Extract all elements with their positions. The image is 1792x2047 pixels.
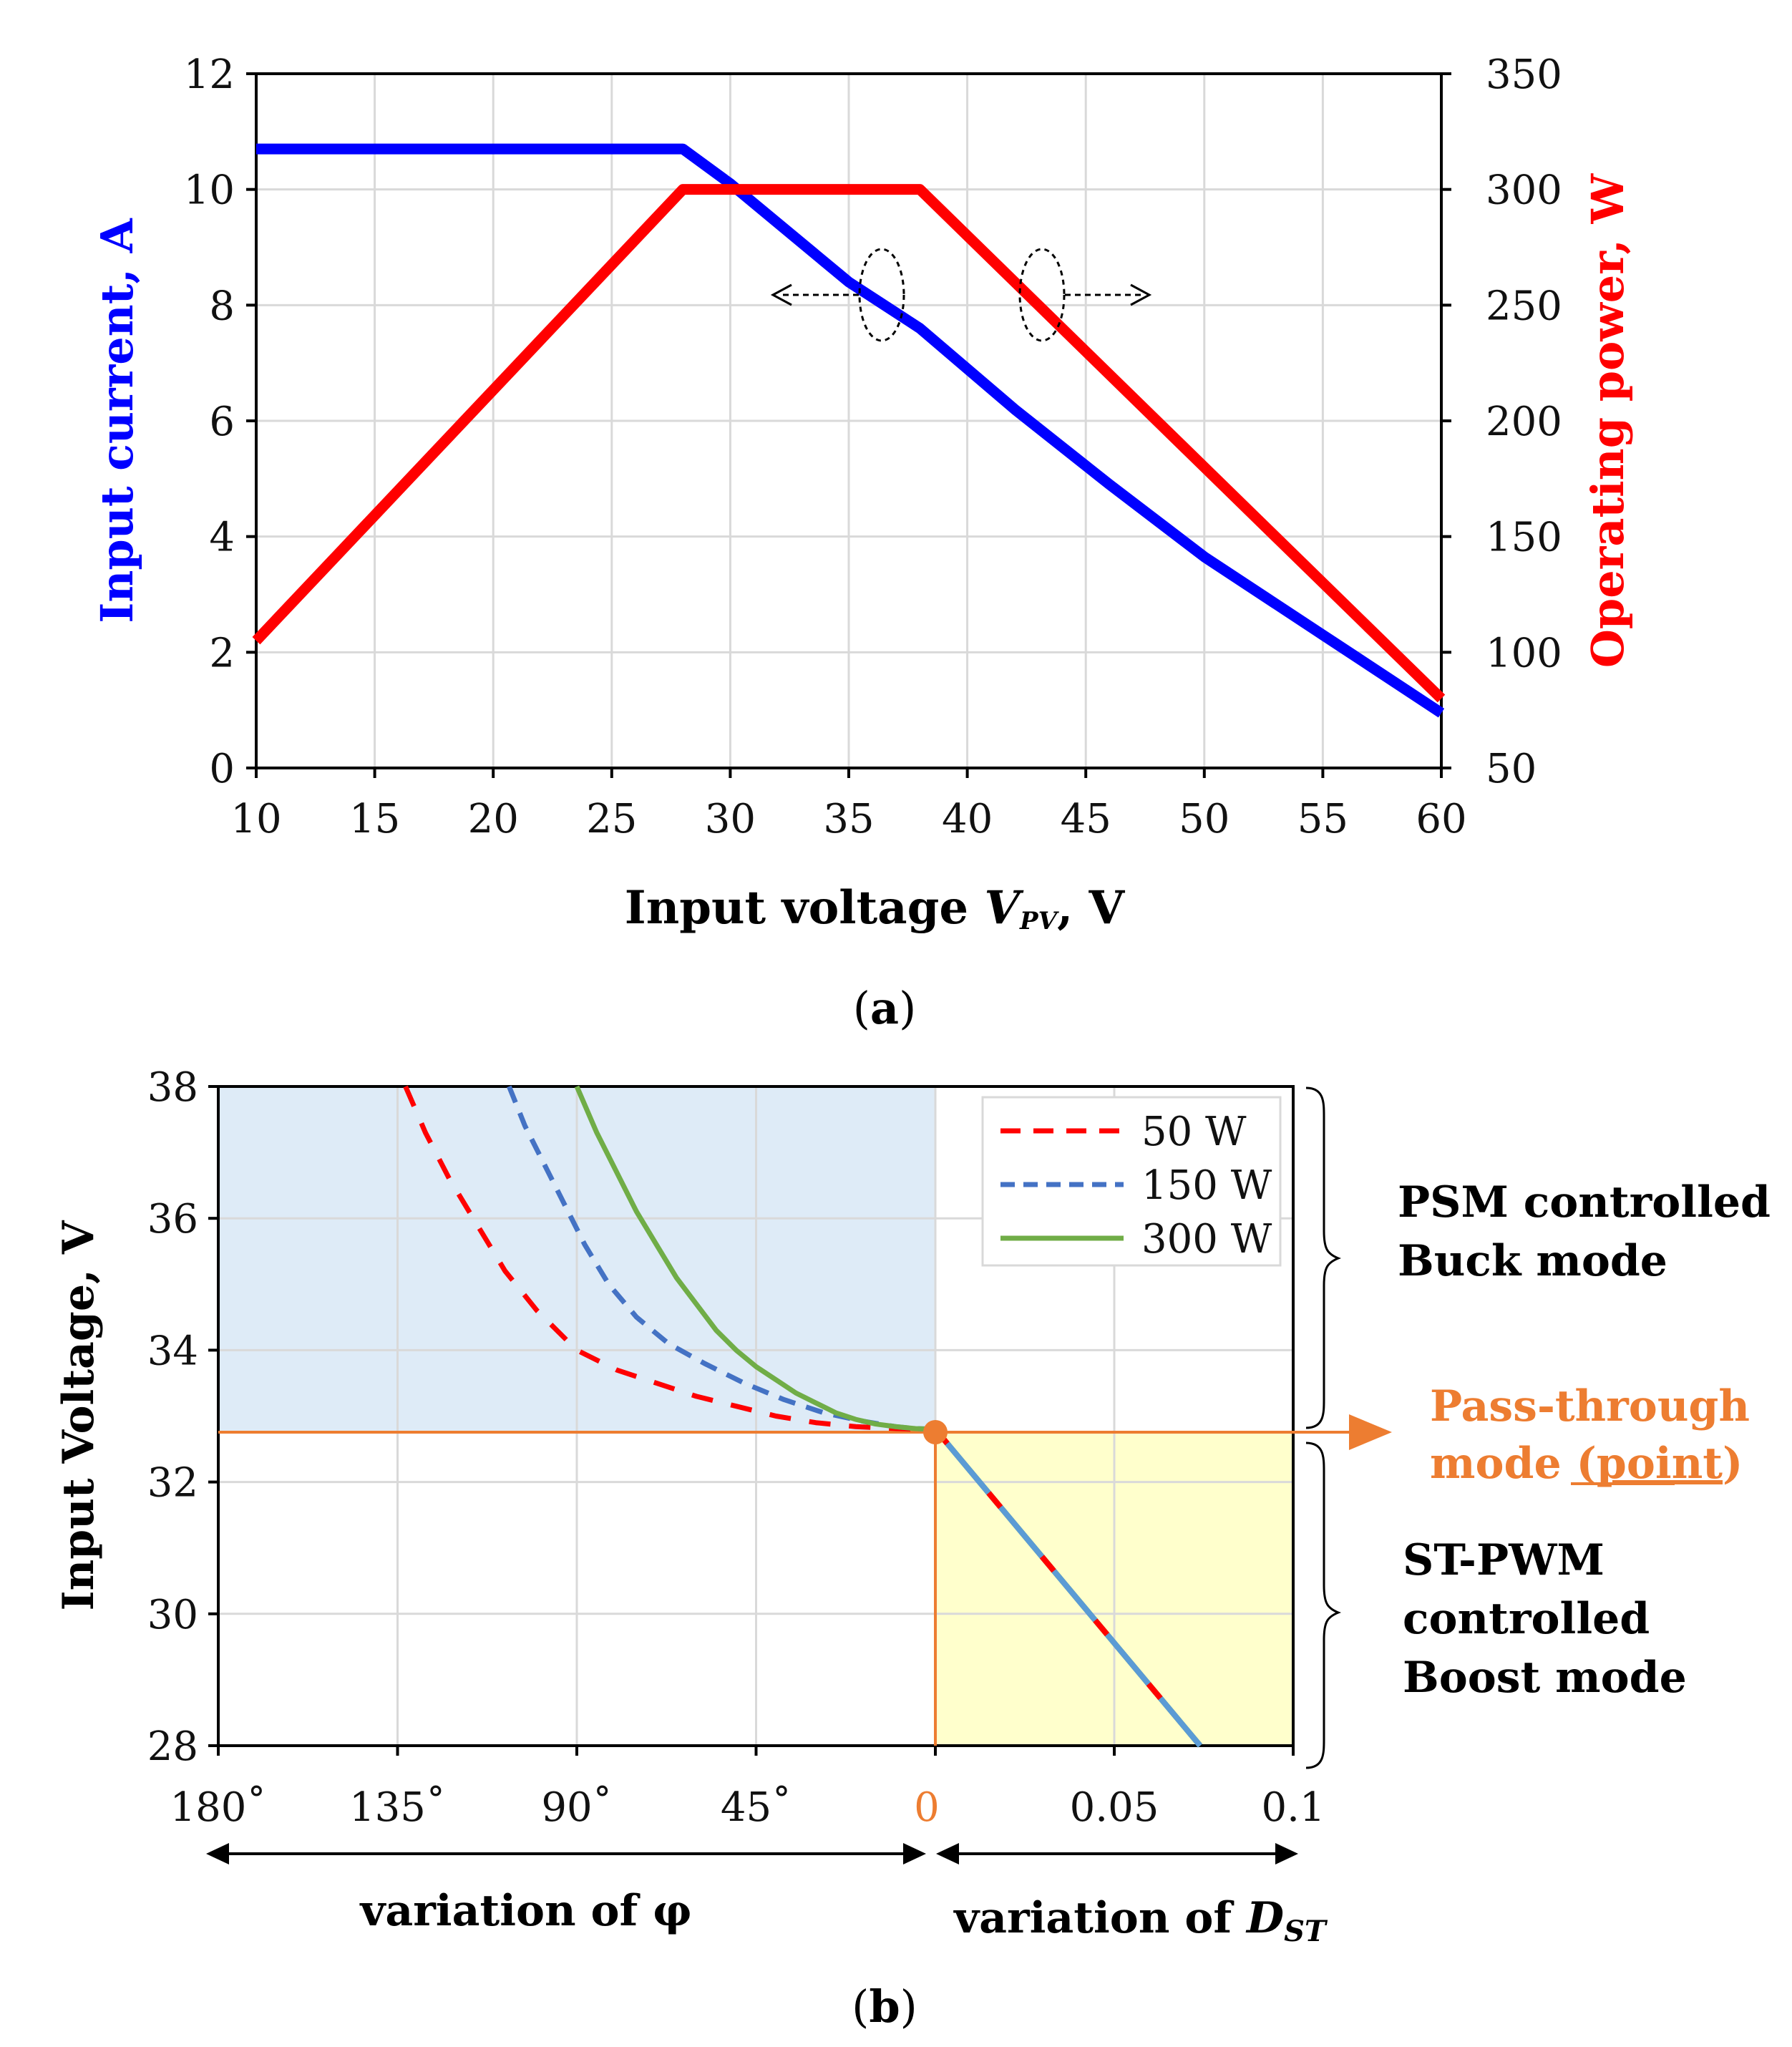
legend-label-150w: 150 W	[1141, 1162, 1272, 1209]
legend-label-300w: 300 W	[1141, 1216, 1272, 1263]
phi-tick-label: 135˚	[349, 1784, 446, 1831]
panel-a-y2-ticks: 50 100 150 200 250 300 350	[1441, 52, 1562, 792]
x-tick-label: 25	[586, 796, 637, 842]
panel-a-chart: 10 15 20 25 30 35 40 45 50 55 60 0 2 4 6 8 10 12 50 100 15…	[91, 52, 1634, 1034]
panel-a-xlabel: Input voltage VPV, V	[625, 881, 1126, 935]
psm-curve-300w	[574, 1085, 936, 1432]
x-tick-label: 50	[1179, 796, 1229, 842]
pass-through-label-line2: mode (point)	[1430, 1439, 1743, 1489]
operating-power-line	[252, 184, 1446, 703]
pass-through-point	[923, 1420, 948, 1444]
boost-label-line2: controlled	[1403, 1594, 1650, 1644]
y-tick-label: 34	[147, 1328, 198, 1374]
panel-a-ylabel: Input current, A	[91, 218, 143, 623]
buck-label-line2: Buck mode	[1398, 1236, 1667, 1286]
y-tick-label: 0	[209, 746, 235, 792]
phi-variation-label: variation of φ	[359, 1886, 691, 1936]
phi-tick-label: 90˚	[541, 1784, 612, 1831]
current-axis-indicator	[770, 248, 905, 342]
y-tick-label: 38	[147, 1064, 198, 1111]
y-tick-label: 2	[209, 630, 235, 676]
y2-tick-label: 200	[1486, 399, 1562, 445]
x-tick-label: 20	[468, 796, 519, 842]
panel-b-ylabel: Input Voltage, V	[54, 1220, 104, 1610]
dst-variation-label: variation of DST	[953, 1893, 1328, 1948]
zero-tick-label: 0	[914, 1784, 940, 1831]
x-tick-label: 40	[942, 796, 993, 842]
panel-b-x-ticks: 180˚ 135˚ 90˚ 45˚ 0 0.05 0.1	[170, 1746, 1325, 1831]
dst-tick-label: 0.1	[1261, 1784, 1325, 1831]
panel-a-y-ticks: 0 2 4 6 8 10 12	[184, 52, 256, 792]
panel-a-x-ticks: 10 15 20 25 30 35 40 45 50 55 60	[230, 768, 1467, 842]
y2-tick-label: 100	[1486, 630, 1562, 676]
y-tick-label: 12	[184, 52, 235, 98]
y2-tick-label: 150	[1486, 515, 1562, 561]
panel-b-chart: 28 30 32 34 36 38 180˚ 135˚ 90˚ 45˚ 0 0.05 0.1 50 W…	[54, 1064, 1771, 2033]
phi-range-arrow	[206, 1843, 926, 1864]
dst-tick-label: 0.05	[1070, 1784, 1159, 1831]
y-tick-label: 6	[209, 399, 235, 445]
phi-tick-label: 45˚	[721, 1784, 792, 1831]
boost-label-line1: ST-PWM	[1403, 1535, 1604, 1585]
x-tick-label: 15	[349, 796, 400, 842]
y-tick-label: 32	[147, 1460, 198, 1507]
y-tick-label: 10	[184, 167, 235, 214]
x-tick-label: 10	[230, 796, 281, 842]
y-tick-label: 30	[147, 1592, 198, 1638]
y-tick-label: 28	[147, 1723, 198, 1770]
caption-b: (b)	[852, 1980, 917, 2033]
psm-curve-50w	[403, 1085, 935, 1432]
pass-through-arrow-head	[1349, 1414, 1392, 1450]
boost-line-50w	[932, 1427, 1203, 1748]
legend: 50 W 150 W 300 W	[981, 1096, 1282, 1267]
x-tick-label: 30	[705, 796, 756, 842]
panel-a-grid	[255, 72, 1443, 769]
pass-through-label-line1: Pass-through	[1430, 1381, 1750, 1431]
buck-brace	[1305, 1086, 1342, 1429]
caption-a: (a)	[853, 982, 917, 1034]
legend-label-50w: 50 W	[1141, 1109, 1247, 1155]
boost-label-line3: Boost mode	[1403, 1653, 1687, 1703]
boost-brace	[1305, 1441, 1342, 1769]
buck-label-line1: PSM controlled	[1398, 1177, 1771, 1227]
panel-a-y2label: Operating power, W	[1582, 172, 1634, 668]
phi-tick-label: 180˚	[170, 1784, 267, 1831]
y-tick-label: 36	[147, 1196, 198, 1243]
y2-tick-label: 350	[1486, 52, 1562, 98]
y-tick-label: 4	[209, 515, 235, 561]
input-current-line	[256, 143, 1445, 718]
y2-tick-label: 250	[1486, 283, 1562, 329]
panel-b-curves	[403, 1085, 1203, 1748]
y2-tick-label: 50	[1486, 746, 1537, 792]
x-tick-label: 45	[1061, 796, 1111, 842]
dst-range-arrow	[936, 1843, 1298, 1864]
y2-tick-label: 300	[1486, 167, 1562, 214]
x-tick-label: 55	[1297, 796, 1348, 842]
y-tick-label: 8	[209, 283, 235, 329]
x-tick-label: 60	[1416, 796, 1466, 842]
panel-b-y-ticks: 28 30 32 34 36 38	[147, 1064, 218, 1770]
x-tick-label: 35	[823, 796, 874, 842]
boost-line-150w	[932, 1427, 1203, 1748]
power-axis-indicator	[1018, 248, 1152, 342]
psm-curve-150w	[507, 1085, 936, 1432]
